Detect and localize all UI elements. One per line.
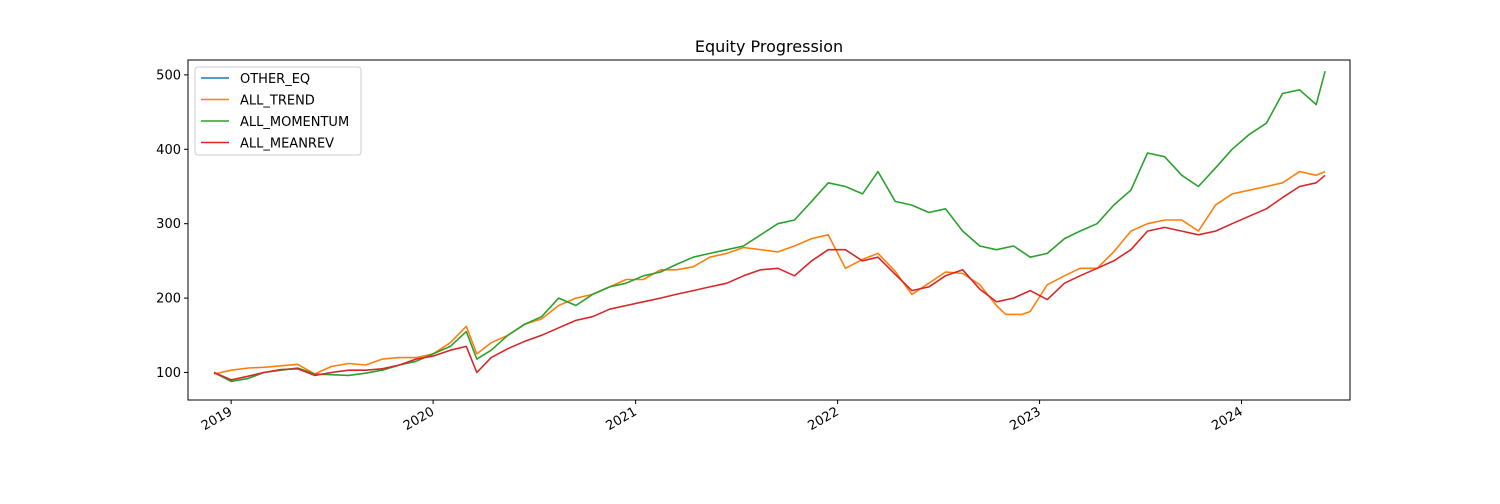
chart-title: Equity Progression <box>695 37 843 56</box>
legend-label: ALL_MOMENTUM <box>240 115 349 130</box>
y-tick-label: 400 <box>156 143 181 158</box>
y-tick-label: 300 <box>156 217 181 232</box>
y-tick-label: 200 <box>156 292 181 307</box>
y-tick-label: 500 <box>156 68 181 83</box>
y-tick-label: 100 <box>156 366 181 381</box>
legend-label: ALL_MEANREV <box>240 137 334 152</box>
legend: OTHER_EQ ALL_TREND ALL_MOMENTUM ALL_MEANREV <box>195 67 361 155</box>
legend-label: OTHER_EQ <box>240 72 310 87</box>
legend-label: ALL_TREND <box>240 94 315 109</box>
